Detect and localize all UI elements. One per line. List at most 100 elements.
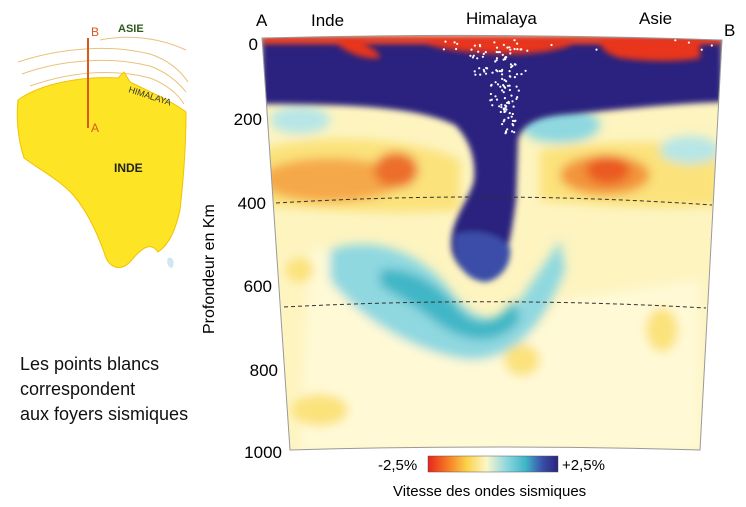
- legend-min-label: -2,5%: [378, 457, 417, 474]
- seismic-focus-dot: [481, 55, 484, 58]
- seismic-focus-dot: [495, 98, 499, 101]
- seismic-focus-dot: [516, 42, 519, 45]
- seismic-focus-dot: [504, 130, 508, 133]
- india-landmass: [16, 71, 187, 268]
- seismic-focus-dot: [499, 85, 502, 88]
- seismic-focus-dot: [515, 97, 518, 100]
- seismic-focus-dot: [516, 48, 519, 51]
- seismic-focus-dot: [506, 46, 509, 49]
- seismic-focus-dot: [498, 51, 501, 54]
- depth-tick-label: 400: [238, 194, 266, 213]
- seismic-focus-dot: [511, 100, 514, 103]
- seismic-focus-dot: [503, 78, 506, 82]
- seismic-focus-dot: [510, 94, 513, 97]
- seismic-focus-dot: [513, 76, 517, 79]
- caption-line-2: correspondent: [20, 379, 136, 399]
- caption-line-1: Les points blancs: [20, 354, 160, 374]
- seismic-focus-dot: [517, 89, 520, 92]
- asia-contour-lines: [17, 36, 189, 105]
- seismic-focus-dot: [473, 70, 476, 73]
- seismic-focus-dot: [474, 73, 477, 76]
- seismic-focus-dot: [507, 100, 510, 103]
- seismic-focus-dot: [472, 54, 475, 57]
- seismic-foci: [442, 39, 713, 135]
- end-b-label: B: [724, 21, 735, 40]
- seismic-focus-dot: [482, 52, 485, 56]
- seismic-focus-dot: [508, 70, 511, 73]
- seismic-focus-dot: [498, 70, 501, 73]
- section-outline: [261, 34, 723, 451]
- seismic-focus-dot: [502, 108, 506, 111]
- seismic-focus-dot: [524, 69, 527, 72]
- seismic-focus-dot: [495, 57, 499, 60]
- seismic-focus-dot: [513, 63, 516, 66]
- seismic-focus-dot: [498, 105, 501, 108]
- seismic-focus-dot: [511, 112, 514, 116]
- seismic-focus-dot: [477, 50, 480, 53]
- seismic-focus-dot: [514, 119, 517, 122]
- seismic-focus-dot: [470, 48, 473, 51]
- seismic-focus-dot: [503, 97, 506, 100]
- seismic-focus-dot: [493, 41, 496, 44]
- seismic-focus-dot: [520, 48, 523, 51]
- seismic-focus-dot: [504, 132, 507, 135]
- seismic-focus-dot: [490, 98, 493, 101]
- seismic-focus-dot: [526, 49, 529, 52]
- velocity-field: [262, 35, 722, 451]
- seismic-focus-dot: [501, 89, 504, 92]
- seismic-focus-dot: [687, 41, 691, 44]
- seismic-focus-dot: [516, 96, 519, 99]
- caption-line-3: aux foyers sismiques: [20, 404, 189, 424]
- seismic-focus-dot: [510, 130, 514, 133]
- seismic-focus-dot: [453, 41, 456, 44]
- seismic-focus-dot: [502, 84, 505, 87]
- depth-axis: 0 200 400 600 800 1000: [234, 35, 282, 462]
- seismic-focus-dot: [504, 110, 507, 113]
- seismic-focus-dot: [501, 73, 504, 76]
- seismic-focus-dot: [471, 56, 474, 59]
- seismic-focus-dot: [512, 124, 515, 127]
- depth-tick-label: 0: [249, 35, 258, 54]
- depth-tick-label: 200: [234, 110, 262, 129]
- sri-lanka: [167, 257, 174, 268]
- seismic-focus-dot: [504, 106, 507, 109]
- asia-label: ASIE: [118, 23, 144, 35]
- seismic-focus-dot: [495, 46, 499, 49]
- seismic-focus-dot: [513, 47, 516, 51]
- seismic-focus-dot: [501, 53, 504, 57]
- seismic-focus-dot: [484, 72, 488, 75]
- seismic-focus-dot: [456, 42, 459, 46]
- seismic-focus-dot: [504, 58, 507, 61]
- seismic-focus-dot: [469, 54, 472, 57]
- seismic-focus-dot: [478, 43, 481, 47]
- seismic-focus-dot: [502, 43, 505, 47]
- seismic-focus-dot: [502, 91, 505, 94]
- seismic-focus-dot: [500, 70, 503, 73]
- point-a-label: A: [91, 121, 99, 135]
- himalaya-label: Himalaya: [466, 9, 537, 28]
- seismic-focus-dot: [501, 77, 504, 80]
- seismic-focus-dot: [504, 104, 507, 107]
- seismic-focus-dot: [495, 59, 498, 62]
- seismic-focus-dot: [510, 115, 513, 118]
- seismic-focus-dot: [515, 73, 519, 76]
- asie-label: Asie: [639, 9, 672, 28]
- seismic-focus-dot: [509, 52, 512, 55]
- seismic-focus-dot: [509, 75, 512, 78]
- seismic-focus-dot: [500, 106, 503, 109]
- seismic-focus-dot: [496, 83, 500, 86]
- seismic-focus-dot: [710, 44, 713, 47]
- seismic-focus-dot: [550, 43, 553, 47]
- seismic-focus-dot: [505, 80, 508, 83]
- seismic-focus-dot: [505, 108, 508, 111]
- seismic-focus-dot: [595, 48, 598, 51]
- legend-title: Vitesse des ondes sismiques: [393, 483, 586, 500]
- end-a-label: A: [256, 11, 268, 30]
- seismic-focus-dot: [511, 64, 514, 67]
- seismic-focus-dot: [494, 81, 497, 84]
- location-map: B A ASIE HIMALAYA INDE: [16, 23, 189, 268]
- depth-tick-label: 600: [244, 277, 272, 296]
- seismic-focus-dot: [499, 110, 502, 114]
- seismic-focus-dot: [508, 112, 511, 115]
- seismic-focus-dot: [473, 44, 476, 47]
